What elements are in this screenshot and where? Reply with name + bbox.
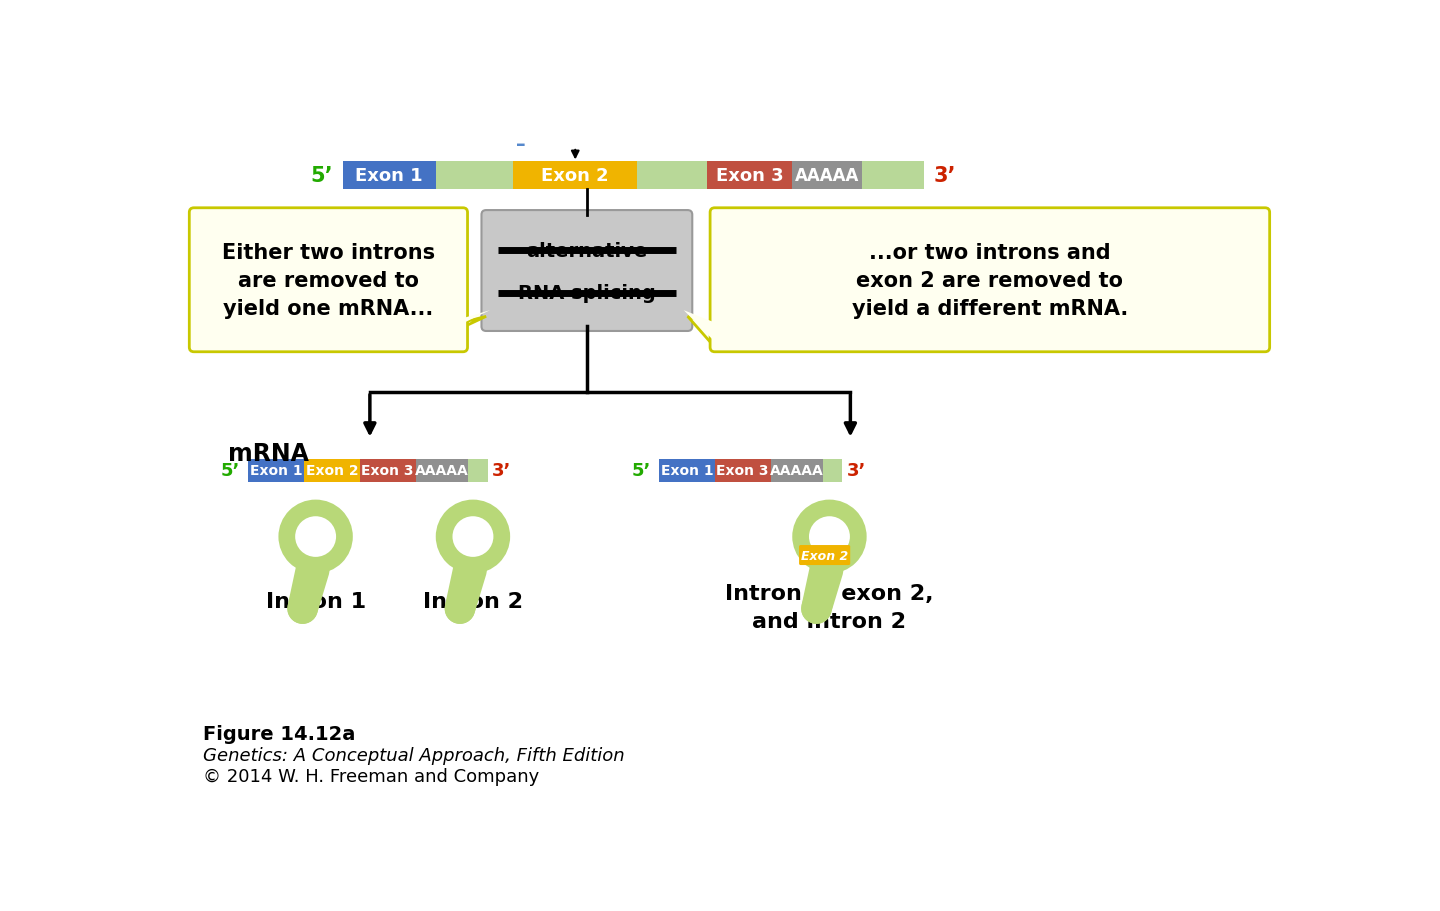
Bar	[343, 161, 924, 189]
Text: mRNA: mRNA	[228, 442, 310, 466]
Text: Intron 1, exon 2,
and intron 2: Intron 1, exon 2, and intron 2	[726, 584, 933, 631]
Text: AAAAA: AAAAA	[415, 464, 469, 477]
Circle shape	[295, 517, 336, 558]
Text: AAAAA: AAAAA	[795, 167, 860, 184]
Text: Exon 1: Exon 1	[249, 464, 302, 477]
Text: Genetics: A Conceptual Approach, Fifth Edition: Genetics: A Conceptual Approach, Fifth E…	[203, 746, 625, 764]
Text: 3’: 3’	[491, 462, 511, 480]
Text: 3’: 3’	[933, 166, 956, 186]
Bar	[714, 459, 770, 482]
Circle shape	[454, 517, 492, 557]
Text: Exon 2: Exon 2	[305, 464, 359, 477]
Bar	[660, 459, 714, 482]
Text: 5’: 5’	[311, 166, 334, 186]
Text: AAAAA: AAAAA	[770, 464, 824, 477]
Text: © 2014 W. H. Freeman and Company: © 2014 W. H. Freeman and Company	[203, 767, 540, 785]
Text: ...or two introns and
exon 2 are removed to
yield a different mRNA.: ...or two introns and exon 2 are removed…	[851, 242, 1128, 319]
Text: Exon 1: Exon 1	[356, 167, 423, 184]
Bar	[248, 459, 488, 482]
FancyBboxPatch shape	[710, 209, 1270, 353]
Text: Exon 2: Exon 2	[801, 549, 848, 562]
Text: Intron 1: Intron 1	[265, 591, 366, 611]
Bar	[770, 459, 824, 482]
Circle shape	[297, 517, 336, 557]
Bar	[248, 459, 304, 482]
Polygon shape	[688, 317, 776, 348]
Text: Either two introns
are removed to
yield one mRNA...: Either two introns are removed to yield …	[222, 242, 435, 319]
FancyBboxPatch shape	[481, 210, 693, 332]
Text: Figure 14.12a: Figure 14.12a	[203, 724, 356, 743]
Circle shape	[811, 517, 848, 557]
Text: 3’: 3’	[847, 462, 865, 480]
Text: Exon 3: Exon 3	[361, 464, 413, 477]
Text: 5’: 5’	[632, 462, 651, 480]
Circle shape	[792, 500, 867, 574]
Text: Intron 2: Intron 2	[423, 591, 523, 611]
Text: Exon 1: Exon 1	[661, 464, 713, 477]
Text: –: –	[516, 135, 526, 154]
Bar	[360, 459, 416, 482]
Text: 5’: 5’	[222, 462, 240, 480]
Bar	[707, 161, 792, 189]
Bar	[416, 459, 468, 482]
Polygon shape	[366, 317, 487, 348]
Text: RNA splicing: RNA splicing	[518, 284, 655, 303]
Text: Exon 2: Exon 2	[541, 167, 609, 184]
Text: Exon 3: Exon 3	[716, 167, 783, 184]
Text: alternative: alternative	[526, 241, 648, 261]
Polygon shape	[684, 311, 773, 346]
Polygon shape	[370, 311, 490, 346]
Bar	[343, 161, 436, 189]
Text: Exon 3: Exon 3	[717, 464, 769, 477]
Circle shape	[452, 517, 494, 558]
Bar	[304, 459, 360, 482]
Bar	[792, 161, 863, 189]
Circle shape	[436, 500, 510, 574]
FancyBboxPatch shape	[189, 209, 468, 353]
FancyBboxPatch shape	[799, 546, 850, 566]
Bar	[660, 459, 842, 482]
Circle shape	[278, 500, 353, 574]
Bar	[513, 161, 638, 189]
Circle shape	[809, 517, 850, 558]
